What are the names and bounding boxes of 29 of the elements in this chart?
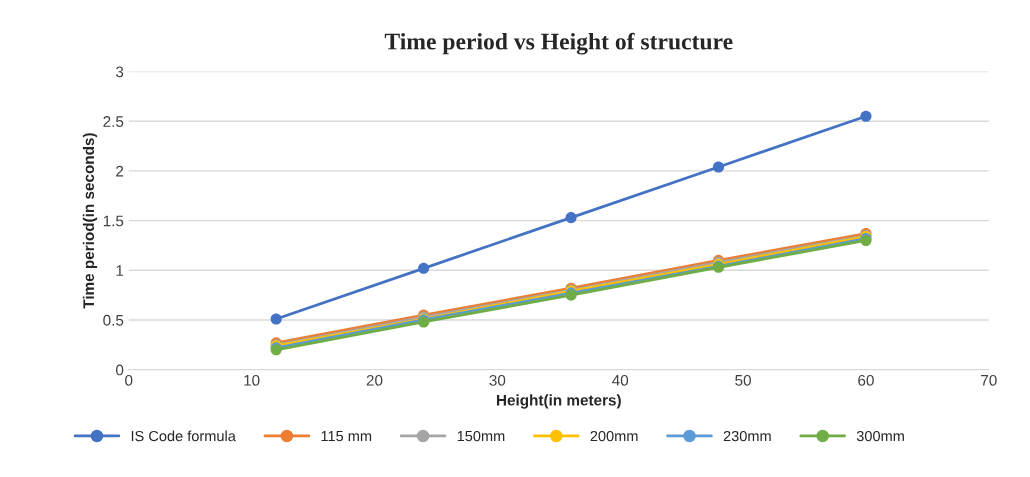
- x-tick-label: 40: [612, 374, 629, 386]
- x-tick-label: 20: [366, 374, 383, 386]
- x-tick-label: 0: [125, 374, 133, 386]
- x-tick-label: 60: [858, 374, 874, 386]
- legend-label: 150mm: [457, 430, 505, 442]
- point: [565, 212, 577, 224]
- y-axis-title: Time period(in seconds): [82, 133, 98, 309]
- point: [860, 110, 872, 122]
- y-tick-label: 2: [116, 165, 124, 177]
- legend-label: 200mm: [590, 430, 638, 442]
- y-tick-label: 0: [115, 364, 124, 376]
- x-tick-label: 30: [489, 374, 506, 386]
- y-tick-label: 1.5: [103, 215, 124, 227]
- x-tick-label: 50: [735, 374, 751, 386]
- x-tick-label: 10: [244, 374, 260, 386]
- x-axis-title: Height(in meters): [496, 394, 621, 409]
- y-tick-label: 1: [116, 265, 124, 276]
- y-tick-label: 3: [115, 66, 124, 78]
- legend-label: 300mm: [856, 430, 904, 442]
- legend-label: IS Code formula: [131, 430, 236, 442]
- y-tick-label: 0.5: [103, 314, 124, 326]
- y-tick-label: 2.5: [103, 116, 124, 127]
- chart-title: Time period vs Height of structure: [384, 32, 733, 55]
- legend-label: 230mm: [723, 430, 771, 442]
- x-tick-label: 70: [981, 374, 997, 386]
- point: [270, 313, 282, 325]
- point: [712, 161, 725, 173]
- point: [418, 262, 430, 274]
- legend-label: 115 mm: [321, 431, 372, 442]
